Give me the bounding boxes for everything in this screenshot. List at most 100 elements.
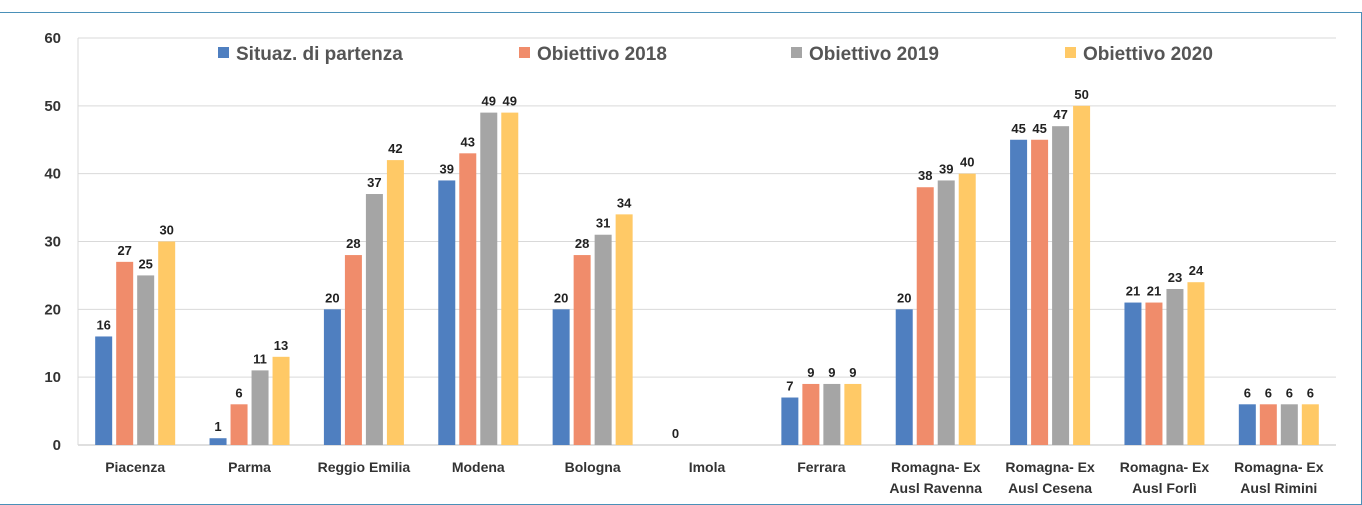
category-label: Imola [689,459,726,475]
bar [230,404,248,445]
y-tick-label: 10 [44,369,61,386]
bar [1124,302,1142,445]
legend-swatch [791,47,802,58]
data-label: 9 [807,365,814,380]
data-label: 9 [849,365,856,380]
y-tick-label: 30 [44,234,61,251]
data-label: 37 [367,175,381,190]
bar [209,438,227,445]
data-label: 42 [388,141,402,156]
legend-swatch [519,47,530,58]
category-label: Romagna- Ex [1005,459,1095,475]
bar [365,194,383,445]
data-label: 6 [235,385,242,400]
bar [1301,404,1319,445]
bar [251,370,269,445]
data-label: 43 [461,134,475,149]
data-label: 23 [1168,270,1182,285]
y-tick-label: 0 [53,437,61,454]
bar [386,160,404,445]
bar [1166,288,1184,445]
data-label: 28 [575,236,589,251]
category-label: Romagna- Ex [891,459,981,475]
bar [272,356,290,445]
legend-label: Obiettivo 2019 [809,44,939,65]
data-label: 16 [96,317,110,332]
bar [1031,139,1049,445]
bar [1052,126,1070,445]
bar [323,309,341,445]
data-label: 31 [596,216,610,231]
data-label: 49 [482,94,496,109]
category-labels: Piacenza Parma Reggio Emilia Modena Bologna I… [105,459,1324,496]
bar [937,180,955,445]
data-label: 6 [1307,385,1314,400]
bar [1073,105,1091,445]
data-label: 7 [786,379,793,394]
bar [95,336,113,445]
data-label: 20 [325,290,339,305]
data-label: 50 [1074,87,1088,102]
y-tick-label: 20 [44,301,61,318]
bar [844,383,862,445]
data-label: 27 [117,243,131,258]
bar [459,153,477,446]
data-label: 1 [214,419,221,434]
legend-swatch [218,47,229,58]
data-label: 13 [274,338,288,353]
data-label: 6 [1286,385,1293,400]
data-label: 39 [440,161,454,176]
data-label: 0 [672,426,679,441]
category-label: Modena [452,459,505,475]
data-label: 11 [253,351,267,366]
legend: Situaz. di partenza Obiettivo 2018 Obietti… [218,44,1213,65]
legend-label: Obiettivo 2020 [1083,44,1213,65]
bars [95,105,1319,446]
bar [1010,139,1028,445]
category-label: Reggio Emilia [318,459,411,475]
bar [438,180,456,445]
data-label: 34 [617,195,632,210]
data-label: 45 [1032,121,1046,136]
bar [573,255,591,445]
data-label: 24 [1189,263,1204,278]
bar [552,309,570,445]
bar [1280,404,1298,445]
legend-label: Obiettivo 2018 [537,44,667,65]
bar [958,173,976,445]
category-label: Ausl Rimini [1240,480,1317,496]
category-label: Bologna [565,459,621,475]
bar [1259,404,1277,445]
category-label: Ausl Ravenna [889,480,982,496]
data-label: 20 [897,290,911,305]
bar [480,112,498,445]
data-label: 21 [1147,284,1161,299]
category-label: Ferrara [797,459,845,475]
data-label: 20 [554,290,568,305]
bar [501,112,519,445]
bar [916,187,934,445]
data-label: 28 [346,236,360,251]
bar [802,383,820,445]
y-tick-label: 50 [44,98,61,115]
bar [615,214,633,445]
data-label: 21 [1126,284,1140,299]
bar [1145,302,1163,445]
data-label: 30 [159,223,173,238]
y-tick-label: 40 [44,166,61,183]
legend-label: Situaz. di partenza [236,44,403,65]
y-tick-label: 60 [44,30,61,47]
frame-top-border [0,12,1362,13]
legend-swatch [1065,47,1076,58]
bar [137,275,155,445]
bar [1238,404,1256,445]
data-label: 38 [918,168,932,183]
bar [594,234,612,445]
y-axis-ticks: 0 10 20 30 40 50 60 [44,30,61,454]
category-label: Ausl Cesena [1008,480,1092,496]
bar [781,397,799,445]
category-label: Piacenza [105,459,165,475]
data-label: 9 [828,365,835,380]
